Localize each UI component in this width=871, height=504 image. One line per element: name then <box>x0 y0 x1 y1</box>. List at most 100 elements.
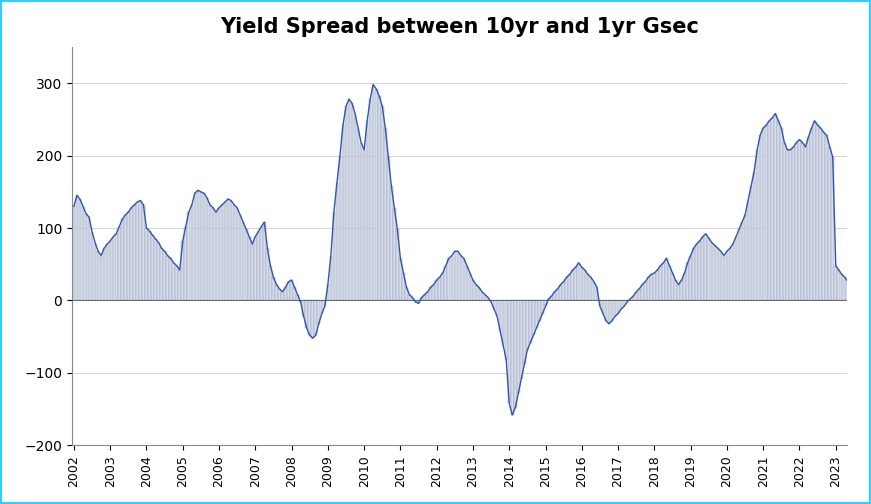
Bar <box>623 300 625 306</box>
Bar <box>421 297 422 300</box>
Bar <box>865 299 868 300</box>
Bar <box>115 234 118 300</box>
Bar <box>719 251 722 300</box>
Bar <box>692 248 695 300</box>
Bar <box>483 295 486 300</box>
Bar <box>608 300 611 324</box>
Bar <box>402 273 405 300</box>
Bar <box>181 241 184 300</box>
Bar <box>868 287 870 300</box>
Bar <box>327 285 329 300</box>
Bar <box>130 208 132 300</box>
Bar <box>423 295 426 300</box>
Bar <box>746 201 749 300</box>
Bar <box>641 285 644 300</box>
Bar <box>584 270 586 300</box>
Bar <box>239 215 241 300</box>
Bar <box>822 133 825 300</box>
Bar <box>762 128 765 300</box>
Bar <box>632 296 634 300</box>
Bar <box>729 248 732 300</box>
Bar <box>520 300 523 379</box>
Bar <box>834 266 837 300</box>
Bar <box>133 205 136 300</box>
Bar <box>121 219 124 300</box>
Bar <box>72 206 75 300</box>
Bar <box>215 212 217 300</box>
Bar <box>735 237 737 300</box>
Bar <box>826 135 828 300</box>
Bar <box>260 227 263 300</box>
Bar <box>179 270 181 300</box>
Bar <box>810 128 813 300</box>
Bar <box>514 300 517 408</box>
Bar <box>620 300 623 309</box>
Bar <box>103 248 105 300</box>
Bar <box>807 137 810 300</box>
Bar <box>711 242 713 300</box>
Bar <box>586 274 589 300</box>
Bar <box>777 121 780 300</box>
Bar <box>432 285 435 300</box>
Bar <box>456 251 459 300</box>
Bar <box>448 259 450 300</box>
Bar <box>838 270 840 300</box>
Bar <box>535 300 537 328</box>
Bar <box>444 266 447 300</box>
Bar <box>732 244 734 300</box>
Bar <box>759 135 761 300</box>
Bar <box>197 191 199 300</box>
Bar <box>644 282 646 300</box>
Bar <box>529 300 531 343</box>
Bar <box>855 292 858 300</box>
Bar <box>662 263 665 300</box>
Bar <box>163 251 165 300</box>
Bar <box>707 238 710 300</box>
Bar <box>312 300 314 338</box>
Bar <box>302 300 305 317</box>
Bar <box>106 244 109 300</box>
Bar <box>672 273 674 300</box>
Bar <box>278 289 280 300</box>
Bar <box>345 106 348 300</box>
Bar <box>678 285 680 300</box>
Bar <box>148 231 151 300</box>
Bar <box>629 299 631 300</box>
Bar <box>680 280 683 300</box>
Bar <box>166 256 169 300</box>
Bar <box>82 206 84 300</box>
Bar <box>411 297 414 300</box>
Bar <box>787 150 788 300</box>
Bar <box>314 300 317 335</box>
Bar <box>550 296 553 300</box>
Bar <box>360 143 362 300</box>
Bar <box>267 248 268 300</box>
Bar <box>499 300 502 331</box>
Bar <box>405 287 408 300</box>
Bar <box>84 214 87 300</box>
Bar <box>577 263 580 300</box>
Bar <box>565 277 568 300</box>
Bar <box>753 171 755 300</box>
Bar <box>220 205 223 300</box>
Bar <box>508 300 510 403</box>
Bar <box>233 205 235 300</box>
Bar <box>695 244 698 300</box>
Bar <box>139 201 142 300</box>
Bar <box>780 128 783 300</box>
Bar <box>88 217 91 300</box>
Bar <box>263 222 266 300</box>
Bar <box>375 89 377 300</box>
Bar <box>469 273 471 300</box>
Bar <box>296 295 299 300</box>
Bar <box>650 274 652 300</box>
Bar <box>647 277 650 300</box>
Bar <box>460 256 463 300</box>
Bar <box>436 280 438 300</box>
Bar <box>750 186 753 300</box>
Bar <box>275 285 278 300</box>
Bar <box>300 300 302 302</box>
Bar <box>378 96 381 300</box>
Bar <box>160 248 163 300</box>
Bar <box>463 259 465 300</box>
